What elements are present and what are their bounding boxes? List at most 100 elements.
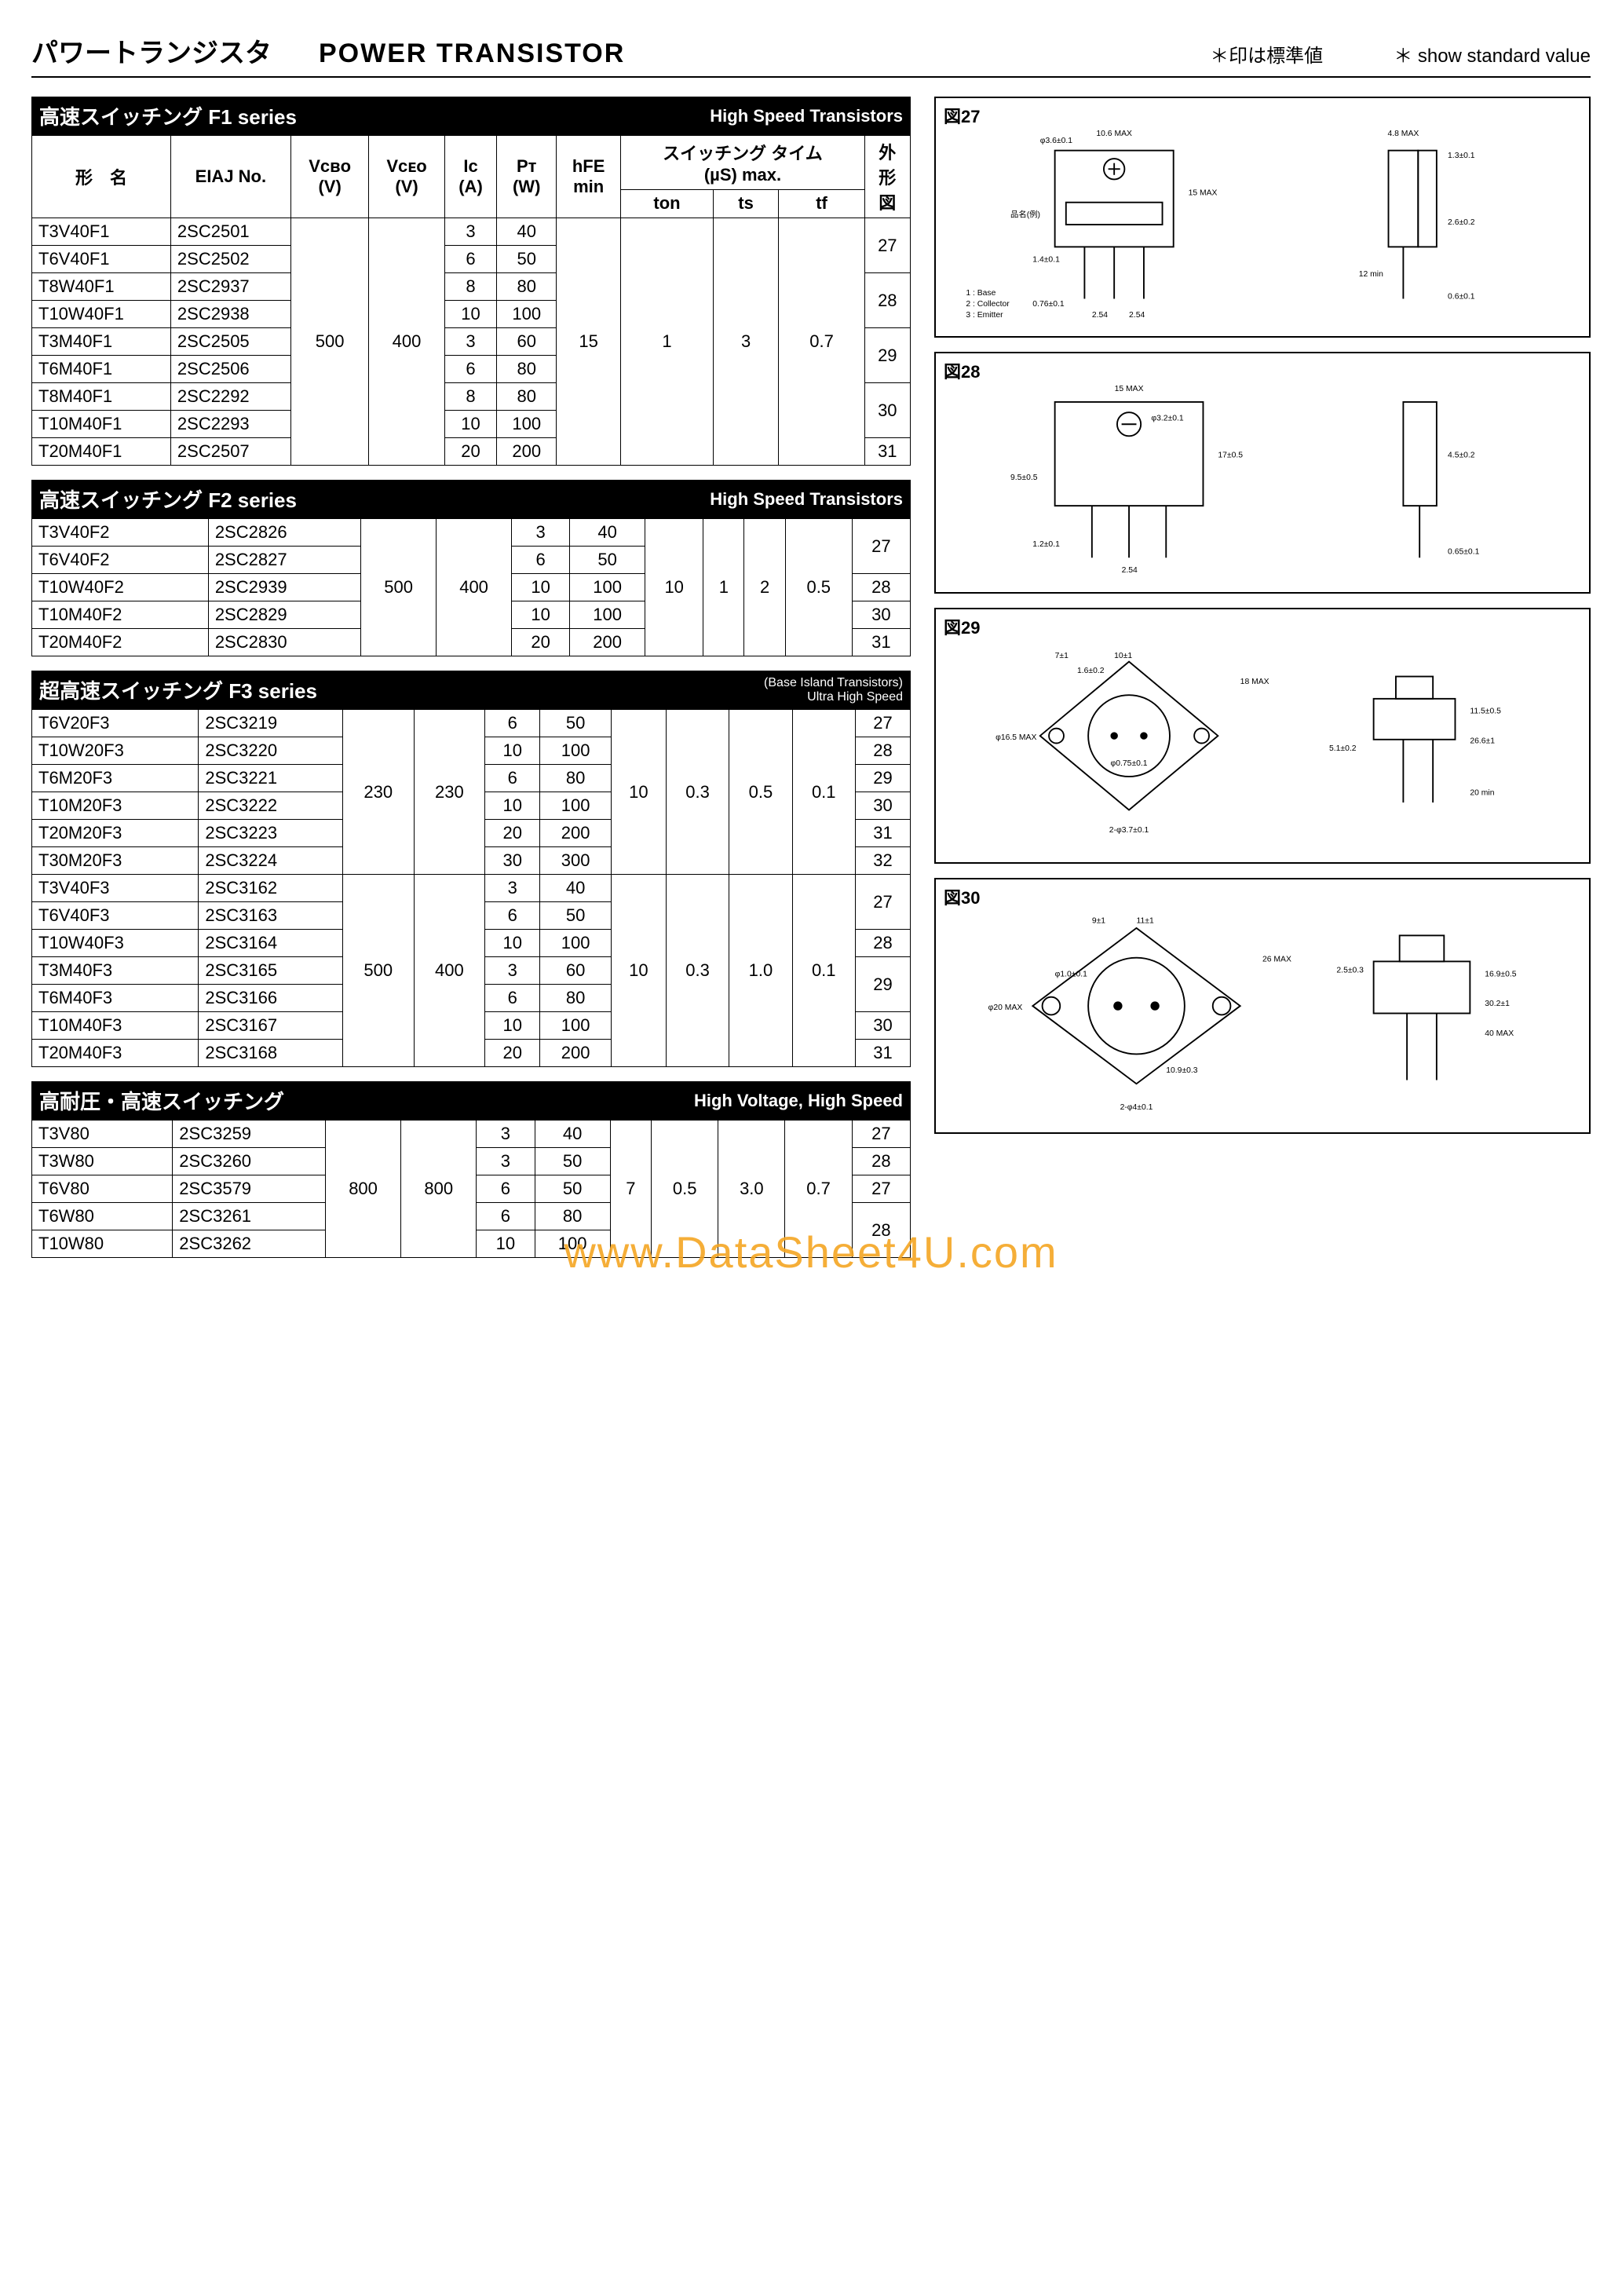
cell: 80 [497,356,557,383]
svg-text:2.54: 2.54 [1122,566,1138,575]
column-header: Vcʙᴏ(V) [290,136,369,218]
cell: 28 [864,273,910,328]
cell: 50 [570,547,645,574]
cell: 10 [485,1012,540,1040]
cell: 28 [852,574,910,601]
figure-29-title: 図29 [944,614,980,639]
svg-text:26.6±1: 26.6±1 [1470,737,1495,745]
cell: 80 [540,765,612,792]
svg-text:30.2±1: 30.2±1 [1485,1000,1510,1008]
svg-text:1.6±0.2: 1.6±0.2 [1077,666,1105,675]
cell: 50 [540,902,612,930]
cell: 30 [485,847,540,875]
column-header: hFEmin [556,136,620,218]
svg-text:17±0.5: 17±0.5 [1218,452,1243,460]
cell: T20M40F3 [32,1040,199,1067]
cell: 30 [852,601,910,629]
cell: T20M40F2 [32,629,209,656]
cell: 200 [570,629,645,656]
column-header: ts [713,189,779,218]
cell: 10 [512,601,570,629]
svg-text:品名(例): 品名(例) [1010,210,1040,220]
cell: T10M40F3 [32,1012,199,1040]
svg-text:2-φ3.7±0.1: 2-φ3.7±0.1 [1109,825,1149,834]
section-bar-left: 超高速スイッチング F3 series [39,675,317,704]
cell: 10 [444,411,497,438]
svg-text:11±1: 11±1 [1136,916,1153,925]
cell: 6 [485,710,540,737]
column-header: 外形図 [864,136,910,218]
data-table: T3V40F22SC282650040034010120.527T6V40F22… [31,518,911,656]
cell: 80 [497,273,557,301]
cell: 2SC3163 [199,902,343,930]
figure-27: 図27 [934,97,1591,338]
svg-text:φ1.0±0.1: φ1.0±0.1 [1055,970,1087,978]
svg-text:40 MAX: 40 MAX [1485,1029,1514,1037]
svg-text:1 : Base: 1 : Base [966,289,995,298]
cell: 6 [512,547,570,574]
cell: 2SC2501 [170,218,290,246]
svg-text:3 : Emitter: 3 : Emitter [966,311,1003,320]
cell: 6 [485,902,540,930]
column-header: Vcᴇᴏ(V) [369,136,444,218]
cell: 230 [342,710,414,875]
cell: 200 [540,1040,612,1067]
cell: 2SC2826 [208,519,360,547]
cell: T6M40F3 [32,985,199,1012]
svg-text:16.9±0.5: 16.9±0.5 [1485,970,1517,978]
cell: 29 [855,957,910,1012]
cell: 3 [485,957,540,985]
svg-text:15 MAX: 15 MAX [1115,385,1144,393]
svg-text:2-φ4±0.1: 2-φ4±0.1 [1120,1103,1153,1112]
cell: 2SC3223 [199,820,343,847]
figure-30: 図30 9±1 11±1 26 [934,878,1591,1134]
cell: 2SC3166 [199,985,343,1012]
cell: T3V80 [32,1121,173,1148]
svg-text:9.5±0.5: 9.5±0.5 [1010,473,1038,482]
cell: 2SC2292 [170,383,290,411]
cell: 10 [611,710,666,875]
cell: 40 [535,1121,610,1148]
cell: 10 [485,930,540,957]
cell: 29 [864,328,910,383]
cell: 31 [855,820,910,847]
cell: 6 [477,1175,535,1203]
cell: 27 [855,875,910,930]
svg-text:4.5±0.2: 4.5±0.2 [1448,452,1475,460]
title-en: POWER TRANSISTOR [319,38,625,69]
cell: 31 [855,1040,910,1067]
section-bar: 高耐圧・高速スイッチングHigh Voltage, High Speed [31,1081,911,1120]
column-header: Ic(A) [444,136,497,218]
section-bar-right: High Voltage, High Speed [694,1091,903,1111]
svg-text:2.54: 2.54 [1129,311,1145,320]
cell: 28 [855,737,910,765]
svg-text:0.6±0.1: 0.6±0.1 [1448,292,1475,301]
cell: T10W40F2 [32,574,209,601]
cell: T6V40F2 [32,547,209,574]
svg-text:φ16.5 MAX: φ16.5 MAX [995,733,1036,741]
cell: T6M40F1 [32,356,171,383]
tables-column: 高速スイッチング F1 seriesHigh Speed Transistors… [31,97,911,1258]
cell: 2SC3167 [199,1012,343,1040]
cell: 100 [570,601,645,629]
cell: 400 [437,519,512,656]
page-header: パワートランジスタ POWER TRANSISTOR ＊印は標準値 ＊ show… [31,31,1591,78]
section-bar-left: 高速スイッチング F2 series [39,484,297,514]
section-bar: 超高速スイッチング F3 series(Base Island Transist… [31,671,911,709]
cell: 3 [485,875,540,902]
cell: 40 [497,218,557,246]
cell: 230 [414,710,485,875]
cell: 2SC3221 [199,765,343,792]
cell: 2SC2937 [170,273,290,301]
cell: T8W40F1 [32,273,171,301]
cell: T6V80 [32,1175,173,1203]
figure-28: 図28 15 MAX φ3.2±0.1 17±0.5 [934,352,1591,593]
cell: 31 [864,438,910,466]
cell: 1 [703,519,744,656]
svg-text:1.4±0.1: 1.4±0.1 [1032,255,1060,264]
cell: T20M40F1 [32,438,171,466]
cell: 2SC2506 [170,356,290,383]
cell: T10M40F2 [32,601,209,629]
cell: 400 [414,875,485,1067]
cell: 0.5 [729,710,792,875]
